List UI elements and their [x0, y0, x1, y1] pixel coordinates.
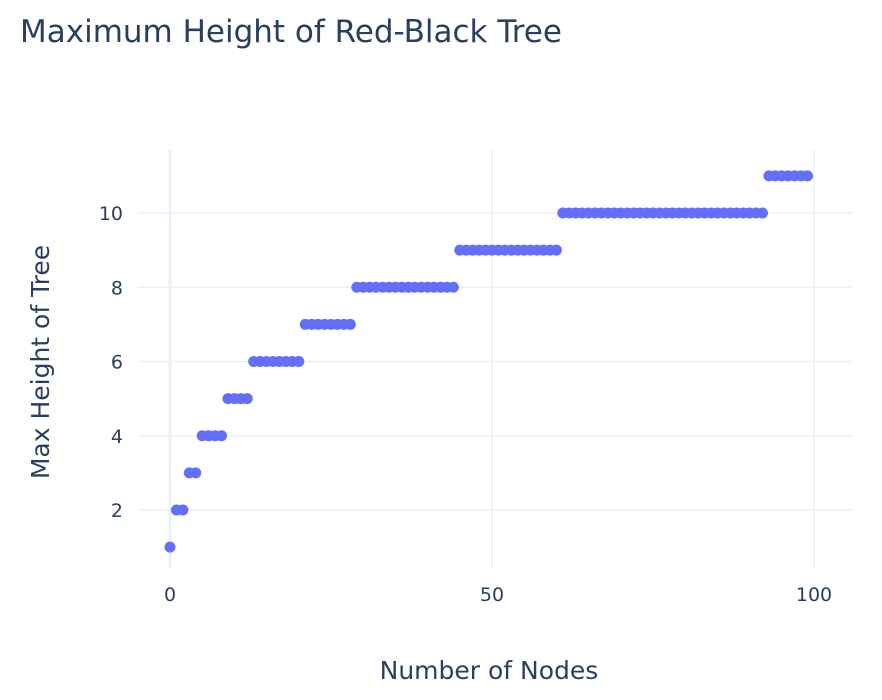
y-tick-label: 2	[111, 500, 123, 522]
y-tick-label: 8	[111, 277, 123, 299]
data-point	[177, 504, 189, 516]
data-point	[190, 467, 202, 479]
data-point	[756, 207, 768, 219]
data-point	[164, 541, 176, 553]
data-point	[802, 170, 814, 182]
data-point	[216, 430, 228, 442]
y-tick-label: 4	[111, 426, 123, 448]
data-point	[241, 393, 253, 405]
x-tick-label: 0	[164, 584, 176, 606]
chart-title: Maximum Height of Red-Black Tree	[20, 14, 562, 50]
y-axis-title: Max Height of Tree	[26, 245, 55, 479]
x-axis-title: Number of Nodes	[380, 656, 599, 685]
y-tick-label: 10	[99, 203, 123, 225]
data-point	[293, 356, 305, 367]
data-point	[344, 318, 356, 330]
data-point	[447, 281, 459, 293]
data-points	[164, 170, 814, 553]
data-point	[550, 244, 562, 256]
x-tick-label: 50	[480, 584, 504, 606]
y-tick-label: 6	[111, 352, 123, 374]
x-tick-label: 100	[796, 584, 832, 606]
